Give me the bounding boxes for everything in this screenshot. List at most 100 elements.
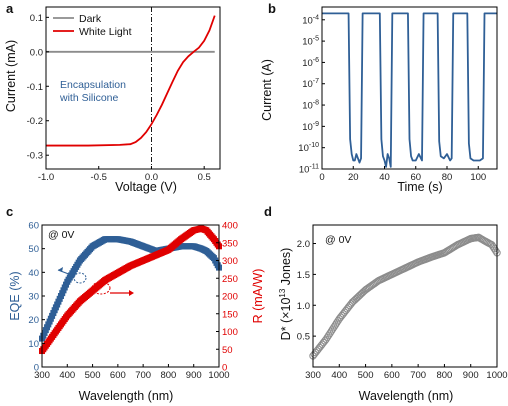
panel-c-y-tick-label-right: 400 bbox=[222, 221, 238, 232]
panel-a-annotation-line1: Encapsulation bbox=[60, 79, 126, 91]
panel-d-detectivity-point bbox=[350, 297, 358, 305]
panel-d-detectivity-point bbox=[353, 293, 362, 301]
panel-d-y-tick-label: 2.0 bbox=[297, 239, 310, 250]
panel-a-x-tick-label: -0.5 bbox=[91, 172, 107, 183]
panel-a-y-tick-label: -0.1 bbox=[27, 82, 43, 93]
panel-d-y-axis-label-tail: Jones) bbox=[279, 248, 293, 289]
panel-a-x-axis-label: Voltage (V) bbox=[115, 180, 177, 194]
panel-d-series-detectivity bbox=[309, 233, 501, 360]
panel-a-x-tick-label: 0.5 bbox=[198, 172, 211, 183]
panel-c-x-axis-label: Wavelength (nm) bbox=[79, 389, 174, 403]
panel-d-y-axis-label-head: D* (×10 bbox=[279, 298, 293, 341]
panel-c-series-eqe bbox=[39, 236, 222, 342]
panel-d-detectivity-point bbox=[348, 298, 357, 306]
panel-b-x-tick-label: 100 bbox=[470, 172, 486, 183]
panel-d-annotation: @ 0V bbox=[325, 234, 351, 246]
panel-b-x-tick-label: 0 bbox=[319, 172, 324, 183]
panel-d-detectivity-point bbox=[351, 296, 359, 304]
panel-d-detectivity-point bbox=[334, 317, 342, 325]
panel-b-y-tick-label: 10-11 bbox=[299, 164, 319, 176]
panel-d-x-tick-label: 800 bbox=[436, 370, 452, 381]
panel-b-y-tick-label: 10-8 bbox=[302, 100, 319, 112]
panel-c-y-tick-label: 0 bbox=[34, 363, 39, 374]
panel-c-label: c bbox=[6, 204, 13, 219]
panel-b-x-tick-label: 40 bbox=[379, 172, 390, 183]
panel-d-x-axis-label: Wavelength (nm) bbox=[359, 389, 454, 403]
panel-d-x-tick-label: 600 bbox=[384, 370, 400, 381]
panel-c-y-tick-label-right: 100 bbox=[222, 327, 238, 338]
panel-b-y-tick-label: 10-6 bbox=[302, 57, 319, 69]
panel-c-y-tick-label-right: 250 bbox=[222, 274, 238, 285]
panel-d-x-tick-label: 900 bbox=[463, 370, 479, 381]
panel-d-plot-area: 300 400 500 600 700 800 900 1000 0.5 1.0 1.5 2.0 bbox=[297, 224, 508, 381]
panel-c: c 300 400 500 600 700 800 900 10000102030405060… bbox=[6, 204, 265, 403]
panel-d: d 300 400 500 600 700 800 900 10000.51.01.52.0 … bbox=[264, 204, 508, 403]
panel-d-detectivity-point bbox=[321, 337, 329, 345]
panel-c-y-tick-label: 50 bbox=[28, 244, 39, 255]
panel-b-y-tick-label: 10-9 bbox=[302, 121, 319, 133]
panel-a-legend-label: White Light bbox=[79, 26, 132, 38]
panel-d-x-tick-label: 400 bbox=[331, 370, 347, 381]
panel-c-x-tick-label: 600 bbox=[110, 370, 126, 381]
panel-c-y-tick-label-right: 150 bbox=[222, 309, 238, 320]
panel-b-y-tick-label: 10-4 bbox=[302, 14, 319, 26]
panel-c-plot-area: 300 400 500 600 700 800 900 1000010203040506005… bbox=[28, 221, 237, 382]
panel-a-y-tick-label: -0.2 bbox=[27, 116, 43, 127]
panel-c-y-tick-label-right: 50 bbox=[222, 345, 233, 356]
panel-b-x-tick-label: 80 bbox=[442, 172, 453, 183]
panel-c-x-tick-label: 800 bbox=[160, 370, 176, 381]
panel-a-x-tick-label: 0.0 bbox=[145, 172, 158, 183]
panel-c-y-tick-label: 60 bbox=[28, 221, 39, 232]
panel-a-y-tick-label: -0.3 bbox=[27, 151, 43, 162]
panel-d-y-tick-label: 1.5 bbox=[297, 270, 310, 281]
panel-a-frame bbox=[45, 6, 221, 170]
panel-d-frame bbox=[312, 224, 498, 368]
panel-a-plot-area: -1.0 -0.5 0.0 0.5 -0.3 -0.2 -0.1 0.0 0.1 DarkWhit… bbox=[27, 6, 221, 183]
panel-c-y-tick-label: 10 bbox=[28, 339, 39, 350]
panel-c-x-tick-label: 900 bbox=[186, 370, 202, 381]
panel-a-label: a bbox=[6, 1, 14, 16]
panel-a-y-tick-label: 0.0 bbox=[30, 47, 43, 58]
panel-b-x-axis-label: Time (s) bbox=[397, 180, 442, 194]
panel-d-y-tick-label: 1.0 bbox=[297, 301, 310, 312]
panel-c-r-axis-arrow bbox=[91, 281, 134, 296]
panel-c-x-tick-label: 300 bbox=[34, 370, 50, 381]
panel-b-x-tick-label: 20 bbox=[348, 172, 359, 183]
panel-b-y-axis-label: Current (A) bbox=[260, 59, 274, 121]
panel-c-y-tick-label: 40 bbox=[28, 268, 39, 279]
panel-c-y-tick-label-right: 350 bbox=[222, 238, 238, 249]
panel-d-label: d bbox=[264, 204, 272, 219]
panel-d-detectivity-point bbox=[491, 247, 500, 255]
panel-d-x-tick-label: 500 bbox=[358, 370, 374, 381]
panel-c-eqe-axis-arrow bbox=[57, 267, 87, 284]
panel-b-series-photocurrent bbox=[322, 12, 497, 168]
panel-a-annotation-line2: with Silicone bbox=[59, 92, 119, 104]
panel-b: b 0 20 40 60 80 100 10-11 10-10 10-9 10-8 10-7 10-6… bbox=[260, 1, 498, 194]
panel-c-series-responsivity bbox=[39, 225, 222, 355]
panel-d-y-axis-label-sup: 13 bbox=[278, 288, 287, 297]
panel-c-y-tick-label-right: 200 bbox=[222, 292, 238, 303]
panel-c-annotation: @ 0V bbox=[48, 229, 74, 241]
panel-a-y-tick-label: 0.1 bbox=[30, 13, 43, 24]
panel-d-detectivity-point bbox=[357, 289, 366, 298]
panel-b-y-tick-label: 10-5 bbox=[302, 36, 319, 48]
panel-d-y-axis-label: D* (×1013 Jones) bbox=[278, 248, 293, 341]
panel-d-x-tick-label: 700 bbox=[410, 370, 426, 381]
panel-b-y-tick-label: 10-10 bbox=[298, 142, 319, 154]
panel-c-y-tick-label-right: 0 bbox=[222, 363, 227, 374]
panel-d-detectivity-point bbox=[355, 292, 363, 300]
panel-b-plot-area: 0 20 40 60 80 100 10-11 10-10 10-9 10-8 10-7 10-6 10… bbox=[298, 6, 498, 183]
panel-d-detectivity-point bbox=[352, 294, 361, 303]
panel-c-x-tick-label: 400 bbox=[59, 370, 75, 381]
panel-a-x-tick-label: -1.0 bbox=[38, 172, 54, 183]
panel-c-y-tick-label: 30 bbox=[28, 292, 39, 303]
panel-c-y-tick-label-right: 300 bbox=[222, 256, 238, 267]
panel-d-x-tick-label: 300 bbox=[305, 370, 321, 381]
panel-b-label: b bbox=[268, 1, 276, 16]
panel-a-legend-label: Dark bbox=[79, 13, 102, 25]
panel-c-y-tick-label: 20 bbox=[28, 315, 39, 326]
panel-c-y-axis-label-right: R (mA/W) bbox=[251, 269, 265, 324]
panel-c-x-tick-label: 1000 bbox=[208, 370, 229, 381]
